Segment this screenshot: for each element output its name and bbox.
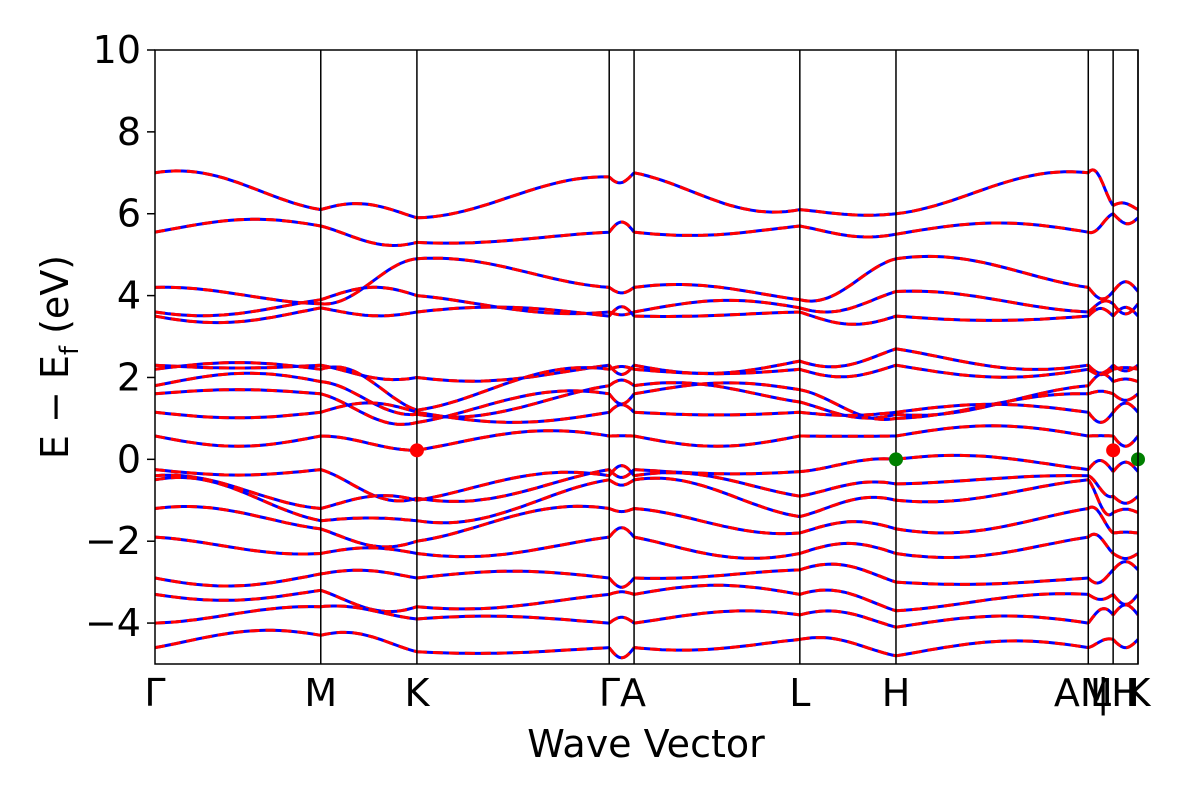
y-axis-label-unit: (eV) <box>33 255 77 346</box>
y-tick-label: 4 <box>117 274 141 318</box>
x-tick-label: H <box>882 671 911 715</box>
x-axis-ticks: Γ M K ΓA L H AM|LHK <box>144 671 1151 716</box>
extremum-point <box>888 452 903 467</box>
x-axis-label: Wave Vector <box>527 722 765 766</box>
y-axis-label: E − Ef (eV) <box>33 255 85 459</box>
band-wannier-line <box>155 212 1138 248</box>
x-tick-label: AM <box>1054 671 1113 715</box>
bands-layer <box>155 168 1138 660</box>
x-tick-label: ΓA <box>599 671 646 715</box>
x-tick-label: Γ <box>144 671 165 715</box>
extremum-point <box>1106 443 1121 458</box>
y-tick-label: 0 <box>117 437 141 481</box>
band-wannier-line <box>155 361 1138 412</box>
plot-frame <box>154 49 1139 665</box>
band-wannier-line <box>155 628 1138 660</box>
band-wannier-line <box>155 453 1138 503</box>
x-tick-label: K <box>404 671 430 715</box>
x-tick-label: LH <box>1090 671 1140 715</box>
y-tick-label: 6 <box>117 192 141 236</box>
band-wannier-line <box>155 526 1138 560</box>
band-wannier-line <box>155 476 1138 525</box>
x-tick-label: | <box>1097 671 1110 716</box>
y-axis-label-sub: f <box>55 345 85 355</box>
extremum-point <box>409 443 424 458</box>
x-tick-label: M <box>304 671 337 715</box>
x-tick-label: K <box>1126 671 1152 715</box>
extrema-points <box>409 443 1145 467</box>
y-tick-label: −4 <box>85 601 141 645</box>
band-wannier-line <box>155 401 1138 424</box>
y-axis-label-group: E − Ef (eV) <box>33 255 85 459</box>
band-wannier-line <box>155 603 1138 629</box>
band-wannier-line <box>155 285 1138 318</box>
band-wannier-line <box>155 168 1138 220</box>
y-axis-ticks: −4 −2 0 2 4 6 8 10 <box>85 28 155 645</box>
y-tick-label: 10 <box>93 28 141 72</box>
band-wannier-line <box>155 464 1138 510</box>
y-axis-label-main: E − E <box>33 355 77 459</box>
y-tick-label: −2 <box>85 519 141 563</box>
band-wannier-line <box>155 424 1138 452</box>
band-wannier-line <box>155 560 1138 589</box>
x-tick-label: L <box>789 671 810 715</box>
y-tick-label: 2 <box>117 355 141 399</box>
y-tick-label: 8 <box>117 110 141 154</box>
band-wannier-line <box>155 305 1138 326</box>
band-wannier-line <box>155 254 1138 306</box>
band-wannier-line <box>155 504 1138 549</box>
